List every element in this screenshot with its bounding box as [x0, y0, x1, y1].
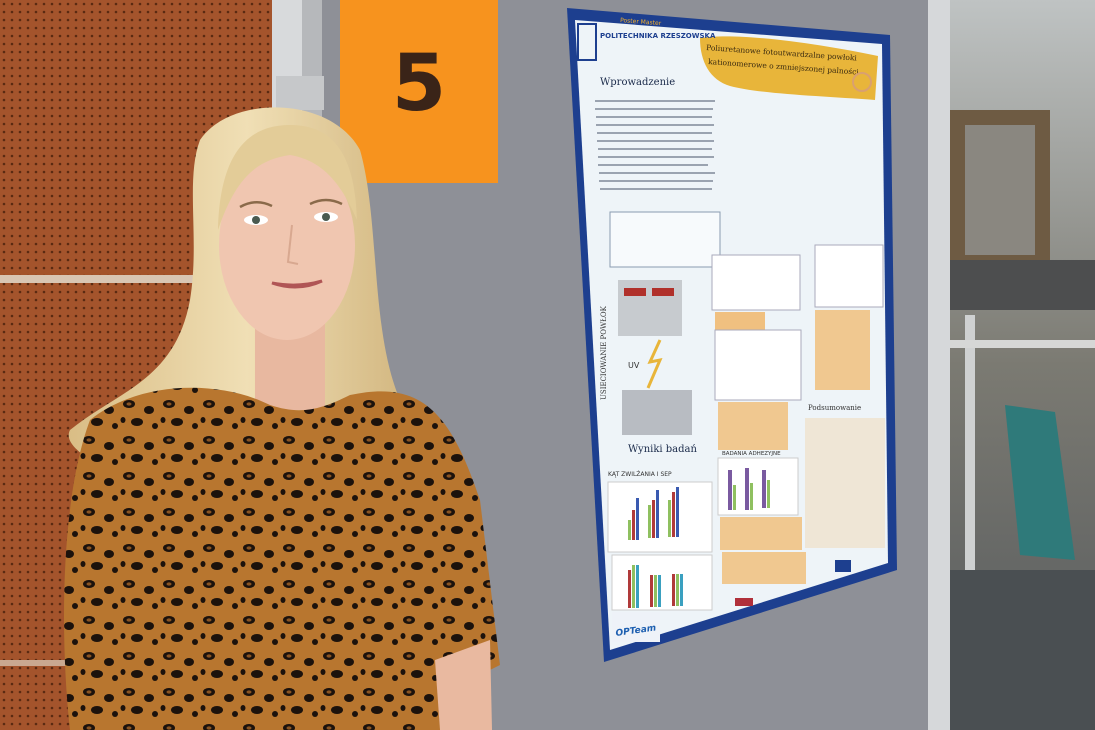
section-summary: Podsumowanie: [808, 404, 861, 412]
face: [219, 150, 355, 340]
section-intro: Wprowadzenie: [600, 77, 675, 88]
chart1-label: KĄT ZWILŻANIA I SEP: [608, 471, 672, 478]
faculty-logo: [852, 72, 872, 92]
section-results: Wyniki badań: [628, 444, 698, 455]
chart2-label: BADANIA ADHEZYJNE: [722, 451, 781, 457]
poster-bar-charts: [628, 468, 770, 608]
eu-flag: [835, 560, 851, 572]
leopard-top: [64, 387, 501, 730]
university-logo: [577, 23, 597, 61]
rollup-banner: [1005, 405, 1075, 560]
poster-header-strip: Poster Master: [620, 17, 662, 27]
hand: [435, 640, 492, 730]
uv-label: UV: [628, 361, 640, 370]
title-brush: [700, 36, 878, 100]
section-curing: USIECIOWANIE POWŁOK: [600, 305, 608, 400]
sign-number: 5: [392, 39, 446, 129]
lightning-icon: [646, 339, 663, 389]
poster: Poster Master POLITECHNIKA RZESZOWSKA Po…: [567, 8, 897, 662]
poster-institution: POLITECHNIKA RZESZOWSKA: [600, 32, 716, 40]
number-sign: [340, 0, 498, 183]
person: [64, 107, 501, 730]
